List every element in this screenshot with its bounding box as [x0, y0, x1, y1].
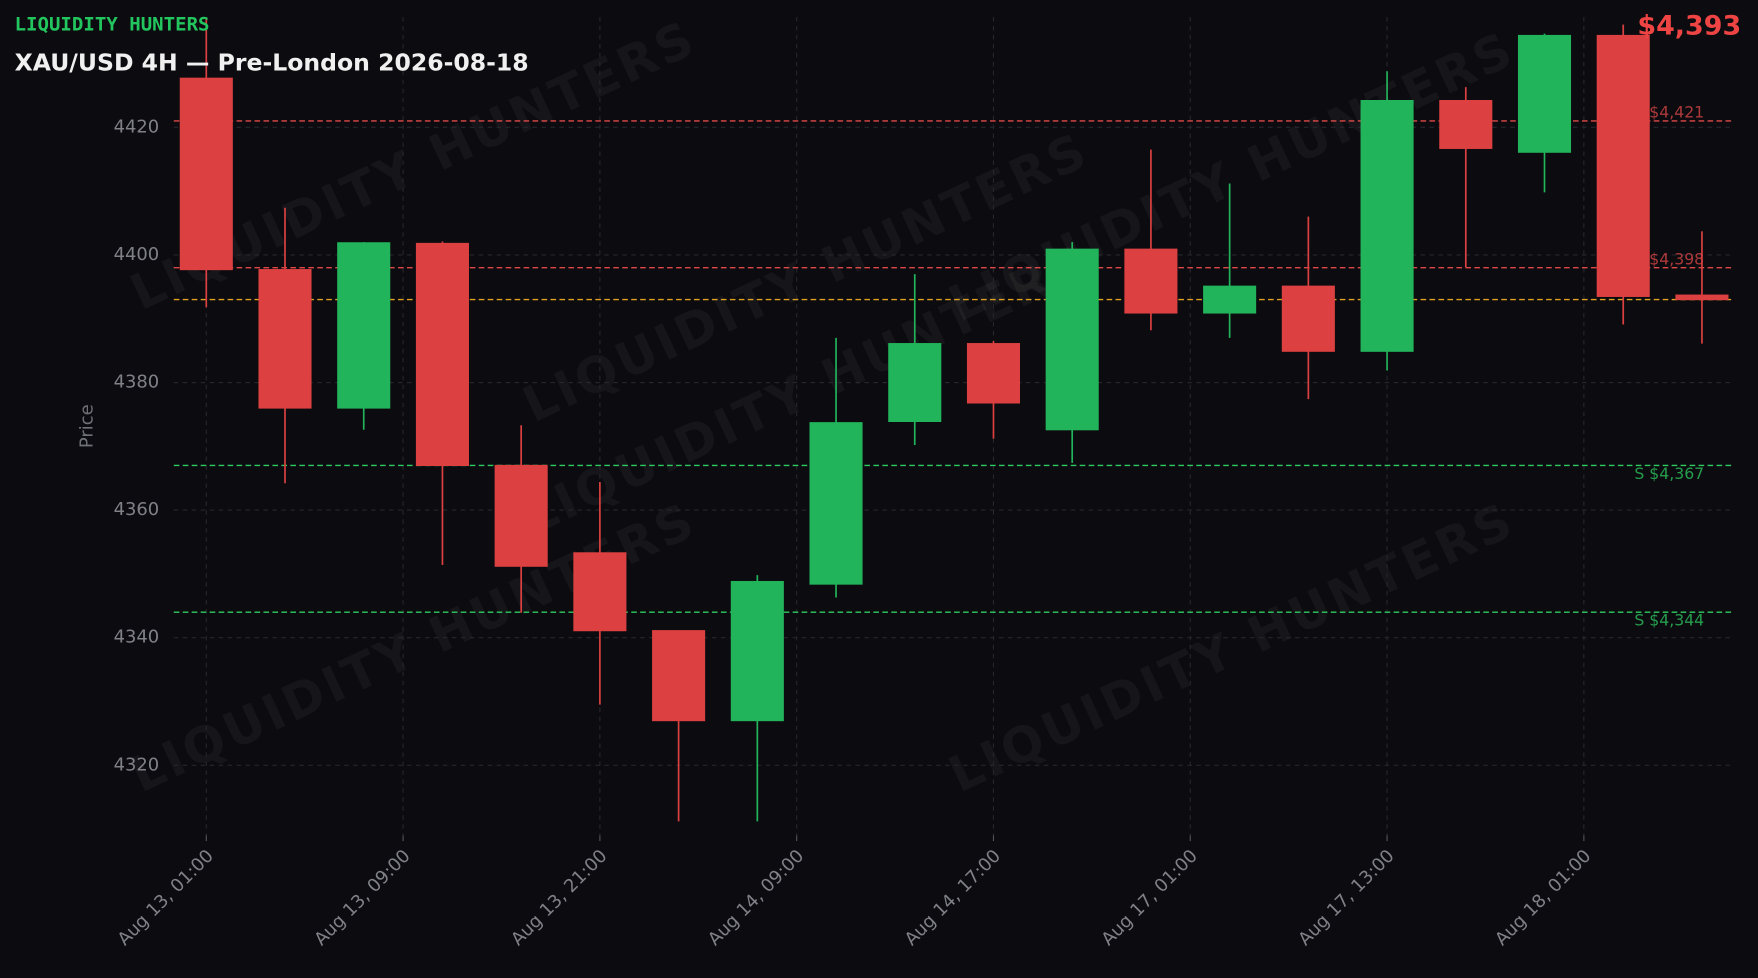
level-label: S $4,367	[1634, 464, 1704, 483]
candle-body	[1439, 99, 1493, 149]
y-tick-label: 4360	[114, 499, 160, 520]
candle-body	[652, 630, 706, 722]
candle-body	[1281, 285, 1335, 352]
candle-body	[1203, 285, 1257, 314]
y-tick-label: 4400	[114, 244, 160, 265]
candle-body	[1124, 248, 1178, 314]
y-tick-label: 4320	[114, 754, 160, 775]
candle-body	[494, 464, 548, 567]
brand: LIQUIDITY HUNTERS	[15, 13, 210, 35]
candle-body	[1517, 34, 1572, 153]
price-label: $4,393	[1637, 11, 1741, 42]
y-tick-label: 4420	[114, 116, 160, 137]
candle-body	[1360, 99, 1414, 352]
candle-body	[258, 269, 312, 409]
candle-body	[573, 552, 627, 632]
y-tick-label: 4340	[114, 627, 160, 648]
level-label: R $4,398	[1633, 249, 1704, 268]
candle-body	[809, 422, 863, 585]
y-tick-label: 4380	[114, 372, 160, 393]
level-label: R $4,421	[1633, 103, 1704, 122]
y-axis-label: Price	[76, 404, 97, 448]
candle-body	[1045, 248, 1099, 431]
candle-body	[337, 242, 391, 409]
chart-title: XAU/USD 4H — Pre-London 2026-08-18	[15, 49, 529, 77]
candles	[179, 18, 1729, 822]
candle-body	[1596, 34, 1650, 297]
candle-body	[415, 242, 469, 467]
candle-body	[1675, 294, 1729, 301]
candle-body	[179, 77, 233, 271]
candle-body	[730, 580, 784, 722]
candle-body	[888, 343, 942, 422]
candle-body	[966, 343, 1021, 404]
level-label: S $4,344	[1634, 611, 1704, 630]
